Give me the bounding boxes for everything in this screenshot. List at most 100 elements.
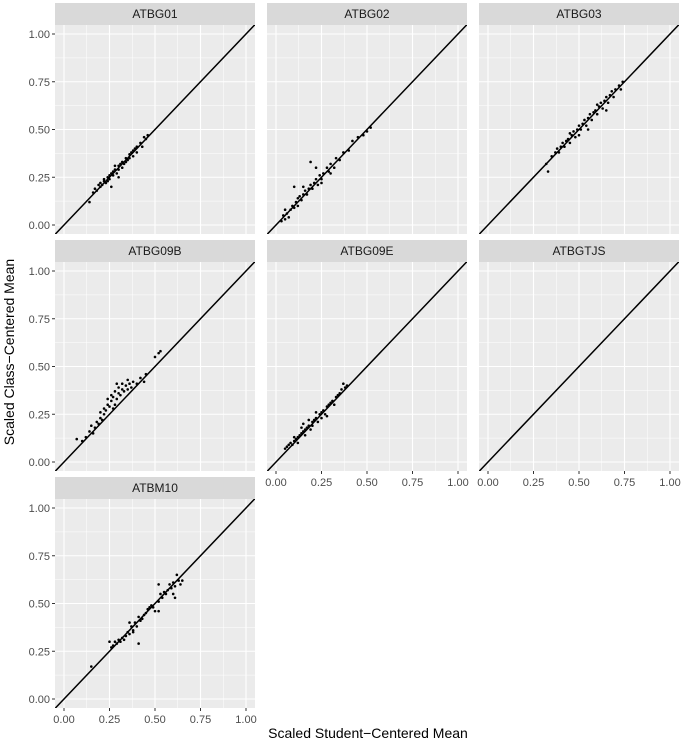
data-point [177, 579, 180, 582]
x-tick-label: 0.50 [144, 714, 165, 726]
data-point [173, 585, 177, 588]
data-point [151, 606, 155, 609]
data-point [322, 172, 325, 175]
data-point [605, 95, 608, 99]
data-point [130, 386, 133, 389]
data-point [577, 133, 581, 137]
data-point [300, 432, 303, 435]
data-point [119, 640, 122, 643]
identity-reference-line [267, 25, 467, 234]
data-point [80, 439, 84, 443]
data-point [135, 145, 139, 148]
x-axis-title: Scaled Student−Centered Mean [268, 725, 468, 741]
data-point [157, 609, 160, 613]
data-point [601, 107, 604, 110]
data-point [302, 185, 305, 189]
data-point [362, 133, 365, 137]
data-point [142, 613, 146, 617]
data-point [117, 391, 120, 395]
data-point [115, 382, 119, 385]
data-point [307, 187, 311, 191]
data-point [181, 579, 184, 582]
data-point [99, 185, 102, 189]
identity-reference-line [55, 262, 255, 471]
data-point [595, 103, 599, 106]
data-point [314, 177, 318, 181]
data-point [131, 630, 135, 634]
data-point [296, 204, 300, 208]
data-point [298, 433, 301, 437]
data-point [119, 162, 122, 166]
data-point [99, 416, 102, 420]
data-point [619, 88, 623, 91]
data-point [120, 636, 124, 640]
data-point [153, 355, 157, 359]
data-point [597, 105, 601, 108]
data-point [142, 135, 146, 139]
data-point [309, 183, 312, 187]
facet-strip [55, 477, 255, 499]
data-point [283, 208, 287, 212]
data-point [124, 160, 128, 164]
data-point [320, 181, 323, 185]
y-tick-label: 0.75 [29, 77, 50, 89]
data-point [75, 437, 79, 441]
data-point [285, 212, 289, 215]
facet-strip [267, 240, 467, 262]
facet-strip-label: ATBG01 [132, 7, 177, 21]
data-point [296, 441, 300, 445]
data-point [110, 393, 113, 397]
y-tick-label: 0.50 [29, 125, 50, 137]
data-point [97, 422, 100, 426]
data-point [327, 403, 331, 407]
y-axis-title: Scaled Class−Centered Mean [1, 259, 17, 445]
identity-reference-line [479, 25, 679, 234]
y-tick-label: 0.25 [29, 409, 50, 421]
x-tick-label: 0.50 [356, 477, 377, 489]
data-point [338, 391, 342, 395]
data-point [159, 592, 162, 596]
data-point [117, 175, 120, 179]
data-point [110, 399, 113, 403]
data-point [131, 149, 135, 152]
data-point [568, 132, 572, 135]
data-point [122, 390, 126, 393]
data-point [160, 596, 164, 600]
data-point [95, 189, 99, 192]
data-point [555, 147, 559, 150]
data-point [289, 208, 292, 212]
data-point [331, 399, 334, 403]
data-point [144, 372, 148, 376]
data-point [117, 386, 120, 389]
data-point [122, 162, 126, 166]
data-point [312, 418, 316, 422]
data-point [347, 149, 351, 152]
data-point [111, 170, 115, 173]
x-tick-label: 0.25 [311, 477, 332, 489]
data-point [605, 109, 608, 112]
data-point [108, 405, 111, 408]
facet-panel-atbg09e: ATBG09E 0.00 0.25 0.50 0.75 1.00 [265, 240, 469, 489]
data-point [108, 640, 111, 643]
data-point [579, 128, 583, 131]
data-point [303, 189, 307, 192]
data-point [99, 181, 102, 185]
data-point [338, 158, 342, 162]
data-point [106, 397, 109, 401]
data-point [140, 145, 144, 148]
data-point [351, 139, 354, 143]
data-point [159, 349, 162, 353]
data-point [146, 133, 150, 137]
y-tick-label: 0.50 [29, 362, 50, 374]
data-point [334, 395, 338, 399]
x-tick-label: 0.25 [523, 477, 544, 489]
data-point [115, 172, 119, 175]
data-point [287, 443, 291, 447]
data-point [111, 395, 115, 399]
data-point [342, 382, 345, 385]
data-point [106, 403, 109, 407]
data-point [130, 625, 133, 628]
data-point [329, 401, 332, 405]
data-point [544, 162, 548, 166]
y-tick-label: 0.00 [29, 220, 50, 232]
